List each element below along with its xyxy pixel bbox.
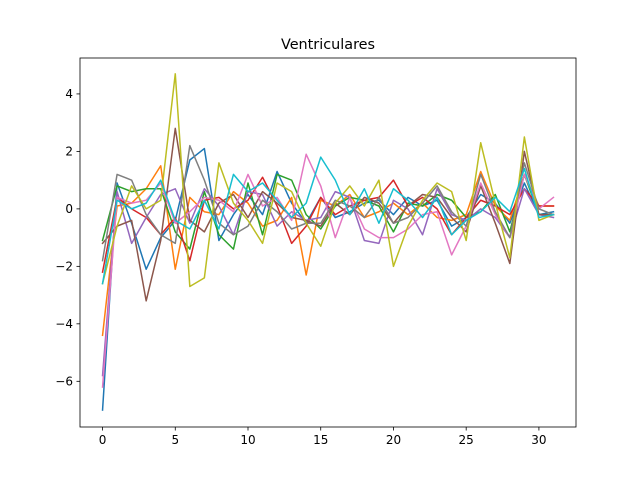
- axes-layer: 0 5 10 15 20 25 30 −6 −4 −2 0 2 4: [55, 57, 577, 447]
- x-tick-label: 30: [531, 433, 546, 447]
- y-tick-label: 2: [65, 145, 73, 159]
- y-tick-label: −4: [55, 317, 73, 331]
- chart-title: Ventriculares: [281, 37, 375, 53]
- series-line-6: [101, 127, 555, 302]
- x-tick-label: 25: [459, 433, 474, 447]
- y-tick-label: −2: [55, 260, 73, 274]
- series-line-1: [101, 147, 555, 411]
- series-line-10: [101, 156, 555, 285]
- y-tick-label: 0: [65, 202, 73, 216]
- x-tick-label: 10: [240, 433, 255, 447]
- plot-frame: [79, 57, 577, 428]
- x-tick-label: 20: [386, 433, 401, 447]
- series-line-5: [101, 188, 555, 377]
- x-tick-label: 0: [99, 433, 107, 447]
- series-line-8: [101, 144, 555, 262]
- series-line-9: [101, 73, 555, 288]
- series-layer: [101, 73, 555, 411]
- x-tick-label: 5: [171, 433, 179, 447]
- y-tick-label: −6: [55, 375, 73, 389]
- y-tick-label: 4: [65, 87, 73, 101]
- x-tick-label: 15: [313, 433, 328, 447]
